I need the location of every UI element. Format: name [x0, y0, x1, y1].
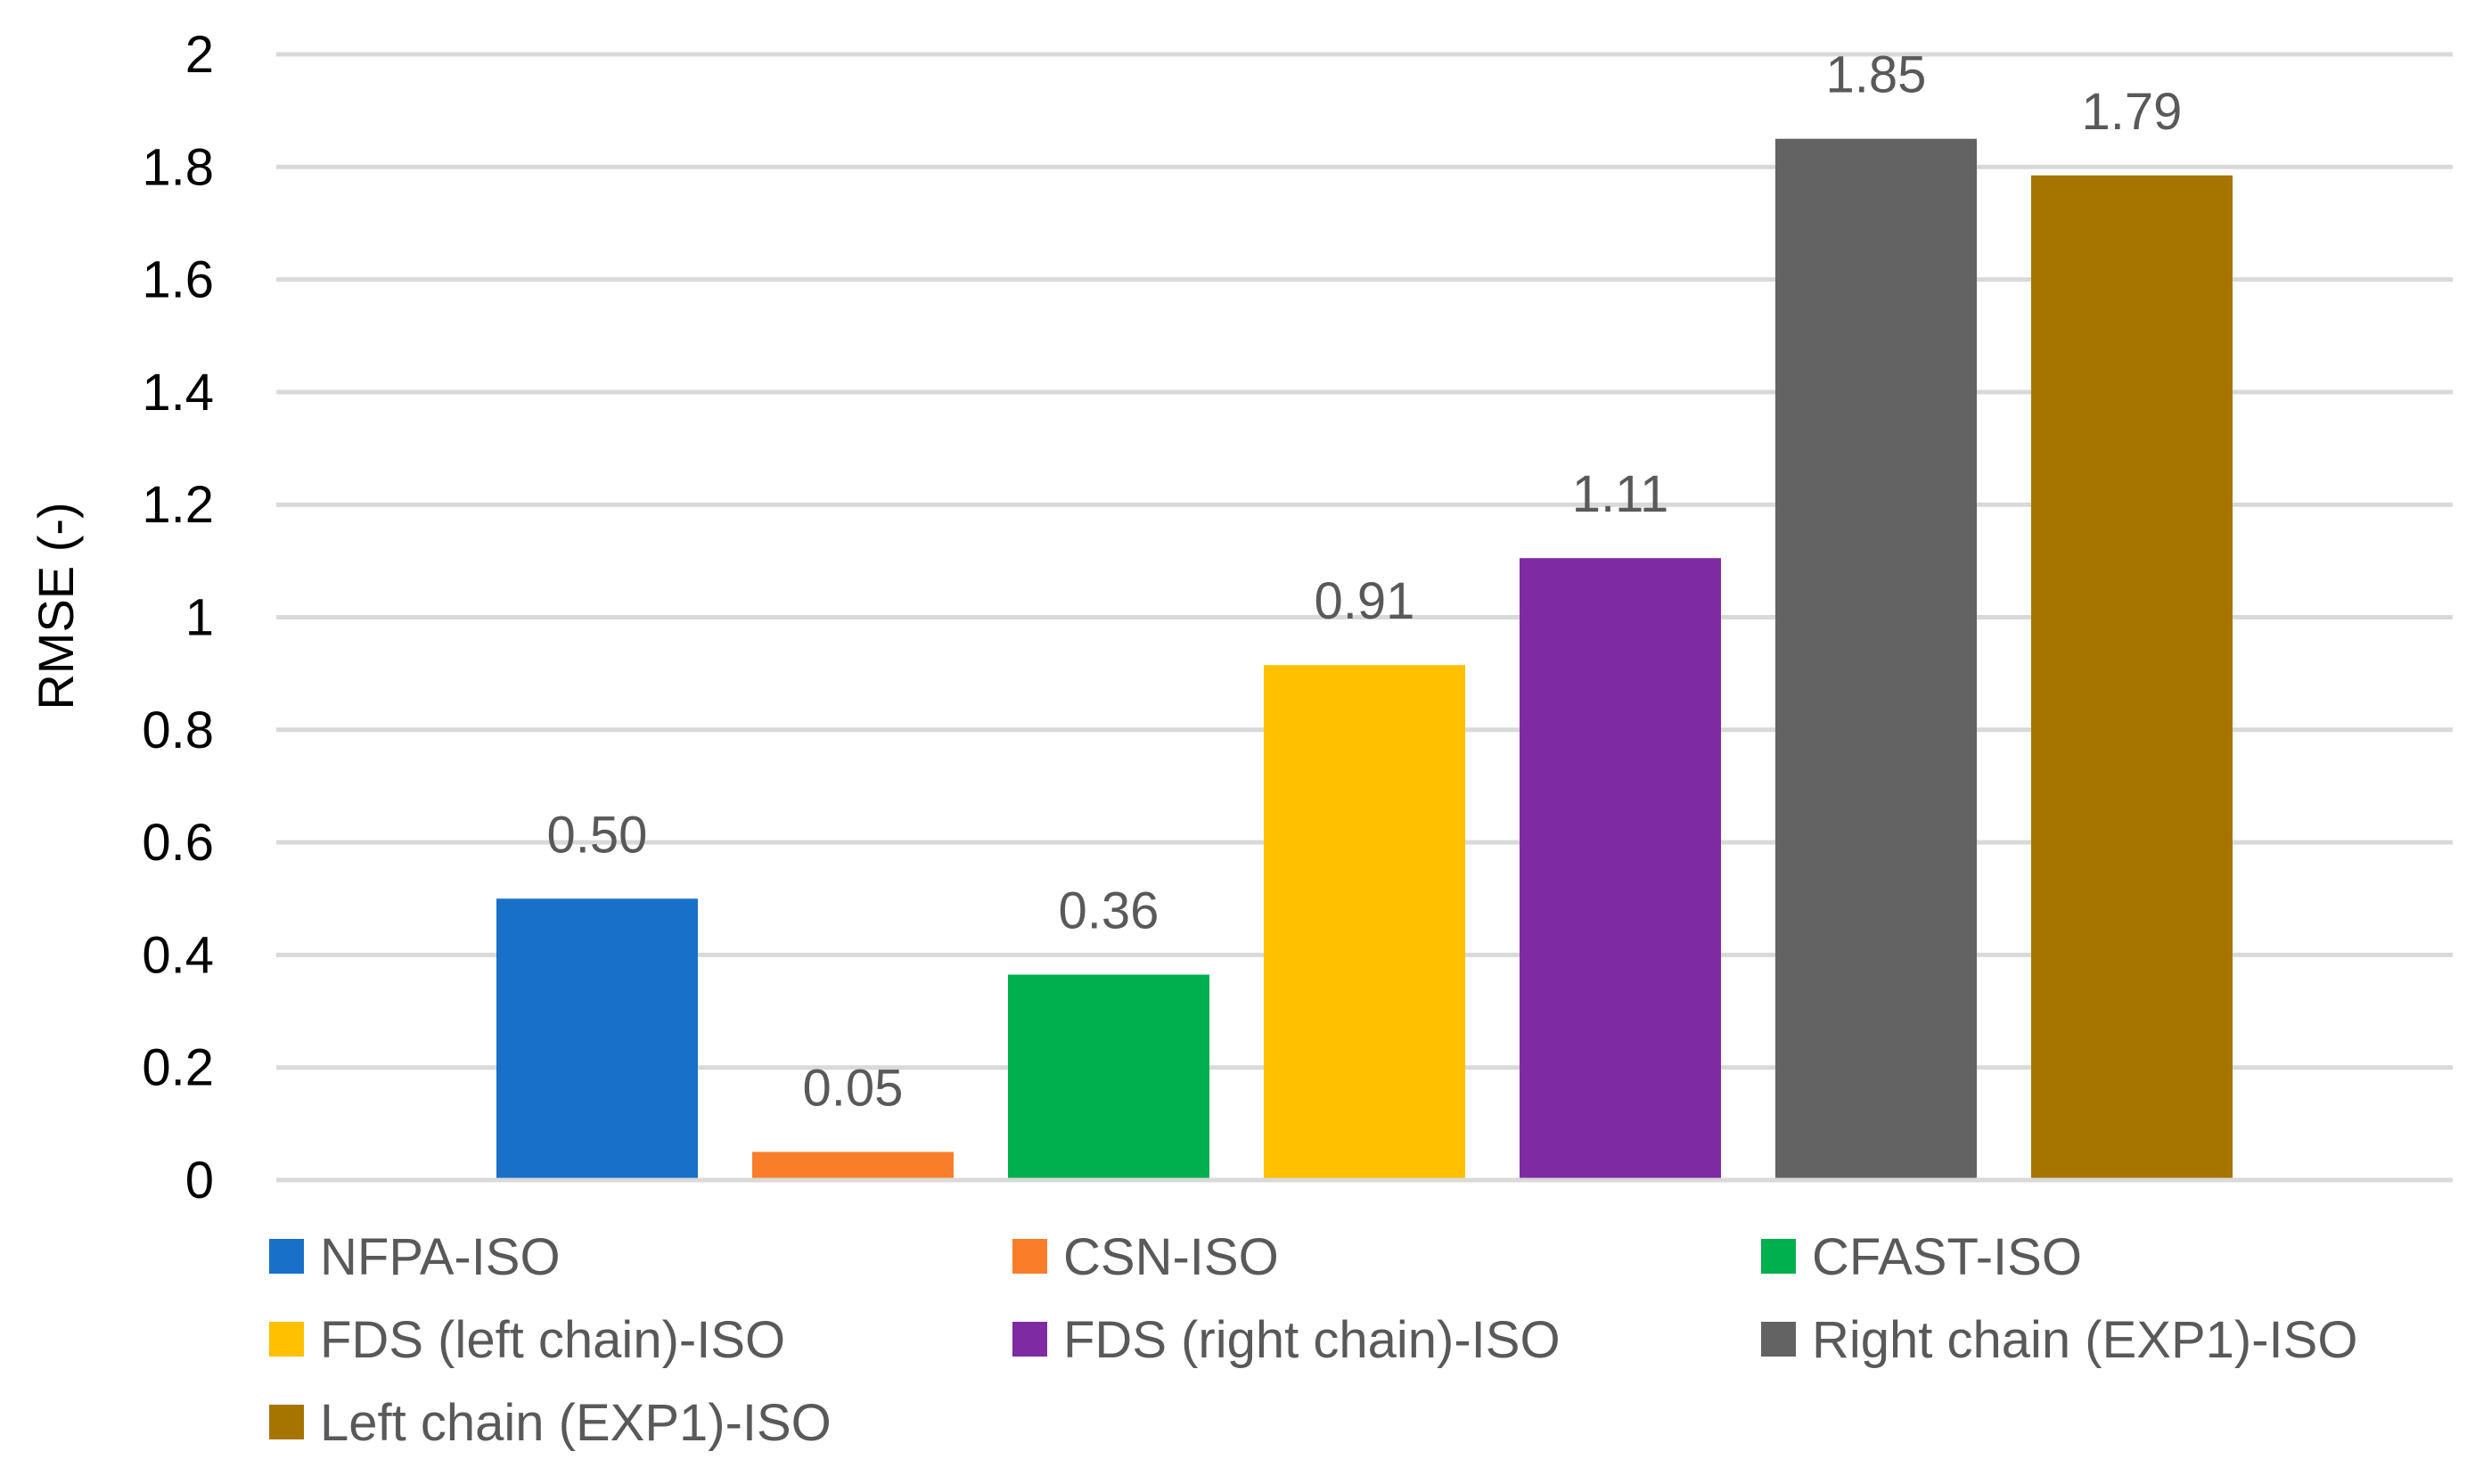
y-tick-label: 1	[185, 589, 214, 647]
legend-label: NFPA-ISO	[320, 1228, 561, 1286]
legend-swatch	[1761, 1322, 1796, 1357]
legend-swatch	[269, 1405, 304, 1439]
data-label: 1.79	[2082, 83, 2183, 141]
data-label: 0.91	[1315, 572, 1415, 630]
bar	[1775, 138, 1977, 1181]
bar	[2031, 175, 2233, 1181]
legend: NFPA-ISO CSN-ISO CFAST-ISO FDS (left chain)…	[269, 1228, 2357, 1452]
y-tick-label: 1.2	[142, 476, 214, 534]
y-tick-label: 0.8	[142, 701, 214, 759]
bar	[1008, 974, 1209, 1180]
bar	[752, 1152, 954, 1180]
data-label: 0.50	[547, 806, 648, 864]
data-label: 0.36	[1059, 882, 1160, 940]
y-tick-label: 2	[185, 26, 214, 84]
legend-swatch	[1761, 1239, 1796, 1274]
legend-swatch	[1012, 1239, 1047, 1274]
y-tick-label: 0.4	[142, 926, 214, 984]
bars	[276, 138, 2453, 1183]
y-tick-label: 0	[185, 1152, 214, 1209]
legend-swatch	[269, 1322, 304, 1357]
legend-label: CFAST-ISO	[1812, 1228, 2082, 1286]
bar	[1520, 558, 1721, 1180]
y-axis-tick-labels: 0 0.2 0.4 0.6 0.8 1 1.2 1.4 1.6 1.8 2	[142, 26, 214, 1209]
y-axis-title: RMSE (-)	[28, 502, 84, 709]
data-label: 1.11	[1572, 465, 1669, 523]
bar	[1264, 665, 1465, 1180]
data-label: 1.85	[1826, 46, 1927, 104]
legend-label: Right chain (EXP1)-ISO	[1812, 1311, 2357, 1369]
data-label: 0.05	[803, 1059, 904, 1117]
y-tick-label: 1.4	[142, 364, 214, 422]
legend-swatch	[1012, 1322, 1047, 1357]
bar	[496, 898, 698, 1180]
legend-swatch	[269, 1239, 304, 1274]
y-tick-label: 1.6	[142, 251, 214, 309]
legend-label: FDS (right chain)-ISO	[1063, 1311, 1561, 1369]
y-tick-label: 1.8	[142, 138, 214, 196]
data-labels: 0.50 0.05 0.36 0.91 1.11 1.85 1.79	[547, 46, 2183, 1118]
y-tick-label: 0.6	[142, 814, 214, 872]
legend-label: CSN-ISO	[1063, 1228, 1279, 1286]
legend-label: Left chain (EXP1)-ISO	[320, 1394, 832, 1452]
legend-label: FDS (left chain)-ISO	[320, 1311, 785, 1369]
y-tick-label: 0.2	[142, 1039, 214, 1097]
